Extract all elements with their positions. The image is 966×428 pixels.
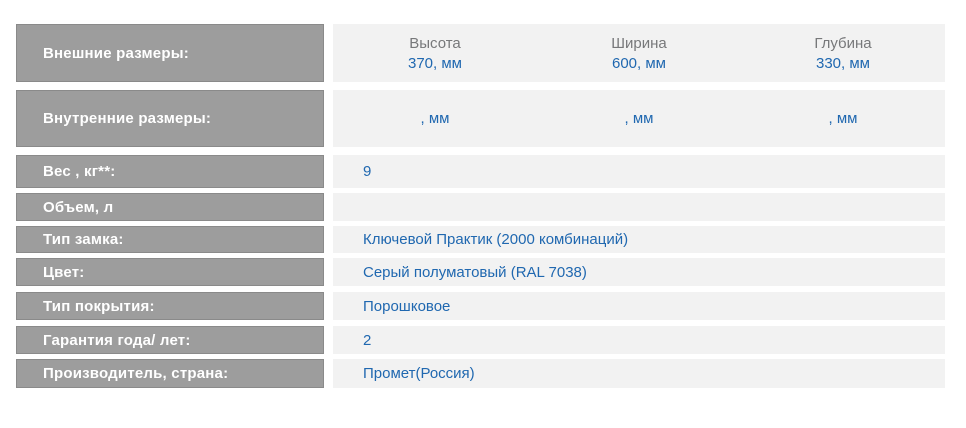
row-label: Объем, л [16, 193, 324, 221]
spec-row-warranty: Гарантия года/ лет: 2 [16, 326, 946, 354]
spec-row-weight: Вес , кг**: 9 [16, 155, 946, 188]
row-value-dimensions: , мм , мм , мм [333, 90, 945, 147]
spec-row-manufacturer: Производитель, страна: Промет(Россия) [16, 359, 946, 388]
row-value: 2 [333, 326, 945, 354]
row-value-dimensions: Высота 370, мм Ширина 600, мм Глубина 33… [333, 24, 945, 82]
spec-row-lock-type: Тип замка: Ключевой Практик (2000 комбин… [16, 226, 946, 253]
row-label: Цвет: [16, 258, 324, 286]
dim-header: Глубина [814, 34, 872, 52]
spec-row-volume: Объем, л [16, 193, 946, 221]
row-value: Порошковое [333, 292, 945, 320]
spec-table: Внешние размеры: Высота 370, мм Ширина 6… [16, 24, 946, 388]
dim-col-height: , мм [333, 110, 537, 127]
dim-header: Высота [409, 34, 461, 52]
dim-col-height: Высота 370, мм [333, 35, 537, 72]
row-label: Тип покрытия: [16, 292, 324, 320]
row-label: Внутренние размеры: [16, 90, 324, 147]
row-value: Ключевой Практик (2000 комбинаций) [333, 226, 945, 253]
dim-value: , мм [828, 110, 858, 127]
row-label: Производитель, страна: [16, 359, 324, 388]
row-label: Гарантия года/ лет: [16, 326, 324, 354]
dim-value: , мм [624, 110, 654, 127]
row-value: Серый полуматовый (RAL 7038) [333, 258, 945, 286]
dim-col-width: Ширина 600, мм [537, 35, 741, 72]
dim-col-depth: , мм [741, 110, 945, 127]
row-label: Вес , кг**: [16, 155, 324, 188]
spec-row-coating: Тип покрытия: Порошковое [16, 292, 946, 320]
row-label: Внешние размеры: [16, 24, 324, 82]
spec-row-outer-dimensions: Внешние размеры: Высота 370, мм Ширина 6… [16, 24, 946, 82]
dim-header: Ширина [611, 34, 667, 52]
dim-col-width: , мм [537, 110, 741, 127]
dim-col-depth: Глубина 330, мм [741, 35, 945, 72]
row-value: 9 [333, 155, 945, 188]
spec-row-color: Цвет: Серый полуматовый (RAL 7038) [16, 258, 946, 286]
row-value: Промет(Россия) [333, 359, 945, 388]
dim-value: 370, мм [408, 54, 462, 72]
row-value [333, 193, 945, 221]
dim-value: , мм [420, 110, 450, 127]
dim-value: 330, мм [816, 54, 870, 72]
spec-row-inner-dimensions: Внутренние размеры: , мм , мм , мм [16, 90, 946, 147]
dim-value: 600, мм [612, 54, 666, 72]
row-label: Тип замка: [16, 226, 324, 253]
